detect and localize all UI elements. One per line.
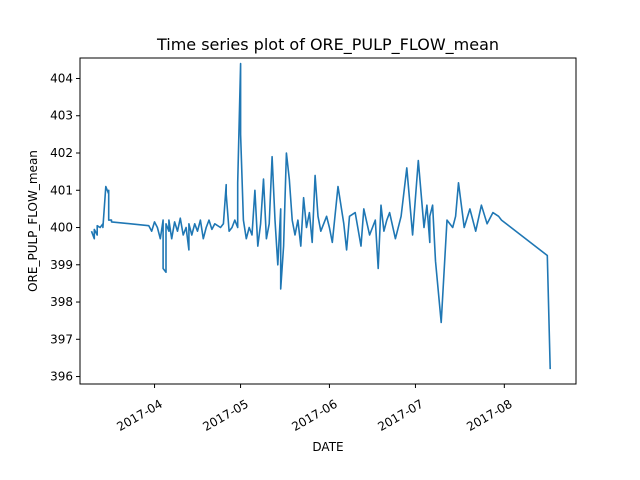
y-axis: 396 397 398 399 400 401 402 403 404 [50, 71, 80, 384]
y-tick-label: 397 [50, 332, 73, 346]
y-tick-label: 399 [50, 258, 73, 272]
y-tick-label: 402 [50, 146, 73, 160]
y-tick-label: 398 [50, 295, 73, 309]
y-tick-label: 404 [50, 71, 73, 85]
x-axis-label: DATE [312, 440, 343, 454]
chart-title: Time series plot of ORE_PULP_FLOW_mean [156, 35, 499, 55]
y-tick-label: 403 [50, 109, 73, 123]
y-tick-label: 401 [50, 183, 73, 197]
y-tick-label: 400 [50, 221, 73, 235]
plot-area [90, 62, 551, 370]
y-axis-label: ORE_PULP_FLOW_mean [26, 150, 40, 292]
y-tick-label: 396 [50, 370, 73, 384]
series-line [90, 62, 551, 370]
axes-frame [79, 57, 577, 385]
